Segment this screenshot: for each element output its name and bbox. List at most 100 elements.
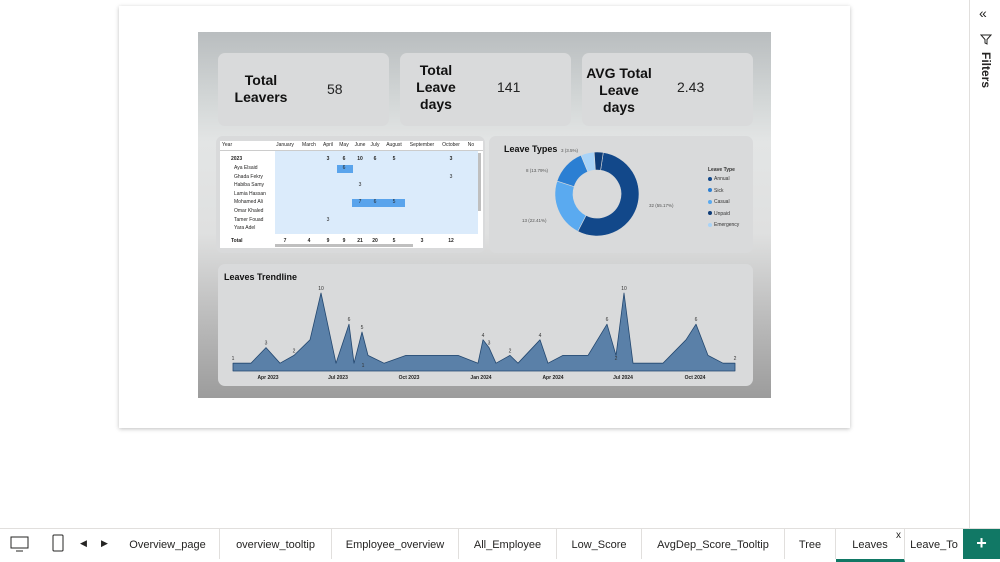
matrix-cell [406, 190, 438, 199]
matrix-row-label: Ghada Fekry [234, 173, 263, 180]
matrix-cell [275, 216, 295, 225]
close-tab-icon[interactable]: x [896, 530, 901, 541]
matrix-cell [383, 216, 405, 225]
legend-dot-icon [708, 188, 712, 193]
matrix-year-row[interactable]: 2023 3 6 10 6 5 3 [220, 155, 483, 164]
mobile-view-icon[interactable] [52, 534, 64, 552]
matrix-cell: 6 [373, 156, 377, 162]
matrix-cell: 5 [392, 238, 396, 244]
kpi-total-leave-days[interactable]: Total Leave days 141 [400, 53, 571, 126]
donut-slice-unpaid[interactable] [593, 151, 604, 171]
trend-area[interactable] [232, 292, 736, 372]
matrix-cell [406, 181, 438, 190]
matrix-cell [406, 224, 438, 233]
matrix-cell [298, 181, 320, 190]
next-page-icon[interactable]: ▶ [101, 538, 108, 548]
trend-point-label: 6 [606, 317, 609, 323]
tab-overview-page[interactable]: Overview_page [116, 529, 220, 559]
matrix-cell [383, 224, 405, 233]
matrix-header-row: Year January March April May June July A… [220, 141, 483, 151]
legend-item[interactable]: Annual [708, 176, 730, 182]
matrix-employee-row[interactable]: Lamia Hassan [220, 190, 483, 199]
matrix-col-header: August [386, 142, 402, 148]
donut-label-left-lower: 13 (22.41%) [522, 218, 547, 223]
trend-point-label: 5 [361, 325, 364, 331]
matrix-cell: 3 [449, 173, 453, 180]
legend-label: Annual [714, 176, 730, 182]
kpi-avg-leave-days[interactable]: AVG Total Leave days 2.43 [582, 53, 753, 126]
matrix-row-label: Lamia Hassan [234, 190, 266, 197]
matrix-cell: 7 [283, 238, 287, 244]
matrix-employee-row[interactable]: Ghada Fekry 3 [220, 173, 483, 182]
tab-low-score[interactable]: Low_Score [557, 529, 642, 559]
tab-employee-overview[interactable]: Employee_overview [332, 529, 459, 559]
kpi-total-leavers[interactable]: Total Leavers 58 [218, 53, 389, 126]
tab-leaves[interactable]: Leaves x [836, 529, 905, 562]
matrix-employee-row[interactable]: Omar Khaled [220, 207, 483, 216]
matrix-cell [368, 181, 382, 190]
donut-label-left-upper: 8 (13.79%) [526, 168, 549, 173]
matrix-cell: 12 [448, 238, 454, 244]
matrix-col-header: September [409, 142, 435, 148]
kpi-value: 58 [327, 81, 343, 97]
trend-point-label: 2 [734, 356, 737, 362]
kpi-value: 141 [497, 79, 521, 95]
trend-point-label: 10 [621, 286, 627, 292]
prev-page-icon[interactable]: ◀ [80, 538, 87, 548]
matrix-cell: 3 [326, 156, 330, 162]
tab-leave-to[interactable]: Leave_To [905, 529, 964, 559]
matrix-cell [337, 190, 351, 199]
leave-types-title: Leave Types [504, 144, 558, 154]
matrix-employee-row[interactable]: Mohamed Ali 7 6 5 [220, 198, 483, 207]
tab-all-employee[interactable]: All_Employee [459, 529, 557, 559]
matrix-cell: 6 [342, 156, 346, 162]
donut-slice-annual[interactable] [577, 152, 640, 237]
matrix-row-label: Aya Elsaid [234, 165, 258, 171]
legend-item[interactable]: Casual [708, 199, 730, 205]
matrix-cell [439, 181, 463, 190]
tab-avgdep-score-tooltip[interactable]: AvgDep_Score_Tooltip [642, 529, 785, 559]
matrix-col-header: Year [222, 142, 233, 148]
trend-x-tick: Oct 2024 [685, 375, 706, 381]
leave-types-donut[interactable]: 3 (3.5%) 8 (13.79%) 13 (22.41%) 32 (55.1… [489, 136, 753, 253]
matrix-employee-row[interactable]: Yara Adel [220, 224, 483, 233]
matrix-cell [321, 207, 335, 216]
tab-tree[interactable]: Tree [785, 529, 836, 559]
matrix-total-row[interactable]: Total 7 4 9 9 21 20 5 3 12 [220, 237, 483, 246]
matrix-cell [298, 164, 320, 173]
matrix-row-label: Omar Khaled [234, 208, 264, 214]
trend-panel: Leaves Trendline 1 3 2 10 6 5 1 4 3 2 4 6 2 10 6 2 Apr 2… [218, 264, 753, 386]
legend-item[interactable]: Unpaid [708, 211, 730, 217]
matrix-cell [321, 173, 335, 182]
matrix-employee-row[interactable]: Tamer Fouad 3 [220, 216, 483, 225]
matrix-cell [298, 190, 320, 199]
tab-label: overview_tooltip [236, 539, 315, 551]
tab-label: Leave_To [910, 539, 958, 551]
matrix-employee-row[interactable]: Habiba Samy 3 [220, 181, 483, 190]
matrix-cell [275, 207, 295, 216]
filters-label[interactable]: Filters [979, 52, 993, 89]
tab-overview-tooltip[interactable]: overview_tooltip [220, 529, 332, 559]
matrix-cell [383, 207, 405, 216]
add-page-button[interactable]: + [963, 529, 1000, 559]
matrix-employee-row[interactable]: Aya Elsaid 6 [220, 164, 483, 173]
legend-item[interactable]: Emergency [708, 222, 739, 228]
trend-point-label: 3 [488, 341, 491, 347]
matrix-cell: 21 [357, 238, 363, 244]
matrix-cell [275, 164, 295, 173]
matrix-hscrollbar[interactable] [275, 244, 413, 247]
donut-slice-casual[interactable] [554, 180, 587, 232]
leaves-matrix[interactable]: Year January March April May June July A… [220, 141, 483, 248]
matrix-cell: 3 [420, 238, 424, 244]
legend-item[interactable]: Sick [708, 188, 723, 194]
matrix-cell [321, 224, 335, 233]
matrix-vscrollbar[interactable] [478, 153, 481, 211]
matrix-cell [298, 155, 320, 164]
desktop-view-icon[interactable] [10, 536, 30, 552]
matrix-cell [439, 198, 463, 207]
collapse-pane-icon[interactable]: « [979, 5, 987, 21]
matrix-col-header: April [322, 142, 333, 148]
matrix-cell [275, 155, 295, 164]
legend-label: Unpaid [714, 210, 730, 217]
